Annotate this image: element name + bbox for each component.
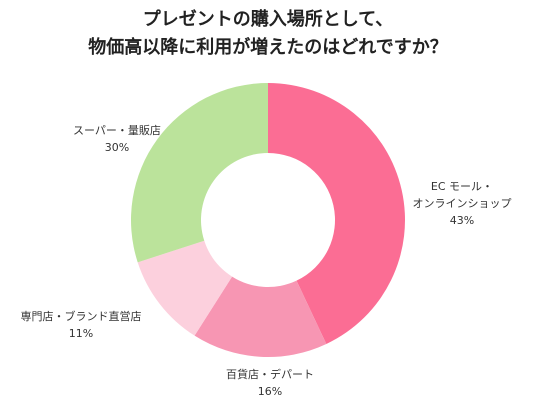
slice-label-department-store: 百貨店・デパート 16% xyxy=(208,366,332,400)
slice-value-department-store: 16% xyxy=(257,385,283,398)
slice-label-ec-line-2: オンラインショップ xyxy=(412,197,512,210)
slice-label-ec: EC モール・ オンラインショップ 43% xyxy=(394,178,530,229)
slice-label-department-store-line-1: 百貨店・デパート xyxy=(226,368,314,381)
slice-label-specialty-store-line-1: 専門店・ブランド直営店 xyxy=(20,310,142,323)
slice-label-supermarket-line-1: スーパー・量販店 xyxy=(73,124,161,137)
slice-label-supermarket: スーパー・量販店 30% xyxy=(52,122,182,156)
slice-label-specialty-store: 専門店・ブランド直営店 11% xyxy=(10,308,152,342)
slice-value-ec: 43% xyxy=(449,214,475,227)
donut-slice-specialty-store xyxy=(137,240,233,336)
slice-value-supermarket: 30% xyxy=(104,141,130,154)
donut-slice-ec xyxy=(268,83,405,344)
slice-value-specialty-store: 11% xyxy=(68,327,94,340)
donut-slice-department-store xyxy=(194,276,327,357)
chart-title-line-2: 物価高以降に利用が増えたのはどれですか？ xyxy=(88,37,448,58)
donut-slice-supermarket xyxy=(130,83,268,263)
slice-label-ec-line-1: EC モール・ xyxy=(430,180,494,193)
chart-title: プレゼントの購入場所として、 物価高以降に利用が増えたのはどれですか？ xyxy=(0,6,536,62)
chart-title-line-1: プレゼントの購入場所として、 xyxy=(142,9,394,30)
